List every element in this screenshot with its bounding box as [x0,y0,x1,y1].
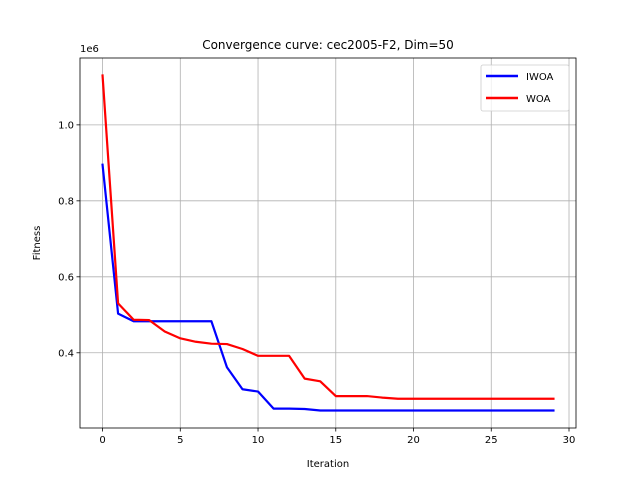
legend-label-iwoa: IWOA [526,72,554,83]
x-tick-label: 30 [563,435,576,446]
y-scale-label: 1e6 [80,44,99,55]
legend-label-woa: WOA [526,94,551,105]
series-line-woa [101,74,555,400]
legend: IWOA WOA [480,64,570,112]
legend-box [480,64,570,112]
axes-frame [79,57,577,429]
y-tick-label: 0.4 [58,348,74,359]
x-tick-label: 15 [329,435,342,446]
y-tick-label: 0.8 [58,196,74,207]
series-layer [101,74,555,412]
x-tick-label: 25 [485,435,498,446]
y-tick-label: 1.0 [58,120,74,131]
x-tick-label: 20 [407,435,420,446]
y-axis-label: Fitness [32,226,43,261]
series-line-iwoa [101,163,555,412]
x-tick-label: 10 [252,435,265,446]
grid-layer [80,58,576,428]
chart-title: Convergence curve: cec2005-F2, Dim=50 [202,38,454,52]
x-tick-label: 5 [177,435,183,446]
x-tick-label: 0 [99,435,105,446]
x-axis-label: Iteration [307,459,349,470]
tick-layer: 0 5 10 15 20 25 30 0.4 0.6 0.8 1.0 [58,120,575,446]
y-tick-label: 0.6 [58,272,74,283]
